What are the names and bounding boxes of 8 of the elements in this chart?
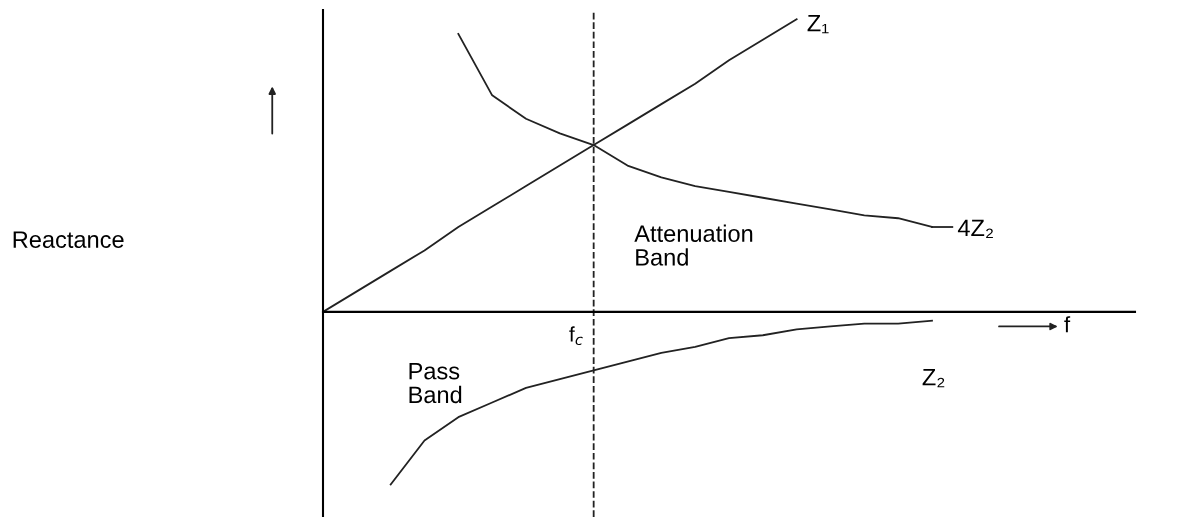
annotation: Pass Band [409,362,462,404]
legend-label: 4Z₂ [957,219,993,239]
text: Reactance [13,231,124,248]
series-label: Z₁ [807,15,829,34]
x-axis-title: f [1064,316,1071,333]
annotation: Attenuation Band [634,224,753,266]
text: Z₂ [922,368,945,388]
annotation: f$_{c}$ [569,326,583,346]
